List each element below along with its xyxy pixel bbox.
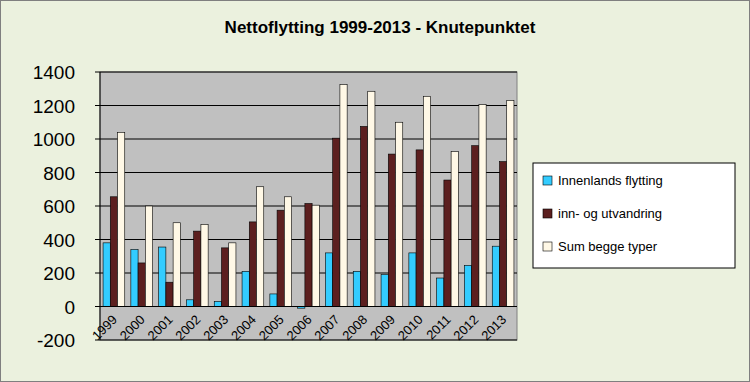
x-tick-label: 2012 xyxy=(450,312,481,343)
tick xyxy=(95,72,100,73)
y-tick-label: 1200 xyxy=(33,96,75,117)
bar xyxy=(284,197,291,307)
x-tick-label: 2005 xyxy=(256,312,287,343)
bar xyxy=(166,282,173,306)
bar xyxy=(242,271,249,306)
title: Nettoflytting 1999-2013 - Knutepunktet xyxy=(225,18,536,37)
bar xyxy=(360,126,367,306)
x-tick-label: 2006 xyxy=(284,312,315,343)
bar xyxy=(492,246,499,306)
tick xyxy=(95,172,100,173)
bar xyxy=(221,248,228,307)
x-tick-label: 2004 xyxy=(228,312,259,343)
x-tick-label: 2000 xyxy=(117,312,148,343)
bar xyxy=(423,96,430,306)
bar xyxy=(333,138,340,306)
bar xyxy=(312,205,319,306)
bar xyxy=(325,253,332,307)
bar xyxy=(464,265,471,306)
bar xyxy=(118,132,125,306)
y-tick-label: -200 xyxy=(37,330,75,351)
bar xyxy=(353,271,360,306)
bar xyxy=(249,222,256,307)
bars xyxy=(103,85,514,309)
bar xyxy=(277,210,284,306)
chart-container: Nettoflytting 1999-2013 - Knutepunktet -2… xyxy=(0,0,750,382)
bar xyxy=(214,301,221,306)
bar xyxy=(368,91,375,306)
x-tick-label: 2008 xyxy=(339,312,370,343)
bar xyxy=(479,105,486,307)
bar xyxy=(396,122,403,306)
x-tick-label: 2002 xyxy=(172,312,203,343)
bar xyxy=(340,85,347,307)
bar xyxy=(499,162,506,307)
y-tick-label: 800 xyxy=(43,163,75,184)
bar xyxy=(451,152,458,307)
bar xyxy=(173,223,180,307)
chart: Nettoflytting 1999-2013 - Knutepunktet -2… xyxy=(0,0,750,382)
tick xyxy=(95,206,100,207)
y-tick-label: 400 xyxy=(43,230,75,251)
legend xyxy=(533,163,735,268)
legend-label: Innenlands flytting xyxy=(558,173,663,188)
bar xyxy=(103,243,110,307)
bar xyxy=(194,231,201,306)
plot-area xyxy=(100,72,517,340)
bar xyxy=(131,250,138,307)
bar xyxy=(444,180,451,306)
grid-line xyxy=(100,72,517,73)
grid-line xyxy=(100,306,517,307)
tick xyxy=(95,273,100,274)
y-tick-label: 1400 xyxy=(33,62,75,83)
bar xyxy=(201,224,208,306)
x-tick-label: 2011 xyxy=(423,312,453,342)
y-tick-label: 0 xyxy=(64,297,75,318)
tick xyxy=(95,306,100,307)
x-tick-label: 2010 xyxy=(395,312,426,343)
grid-line xyxy=(100,105,517,106)
x-axis xyxy=(100,306,517,307)
bar xyxy=(507,100,514,306)
legend-swatch xyxy=(543,209,552,218)
bar xyxy=(305,203,312,306)
x-tick-label: 2013 xyxy=(478,312,509,343)
bar xyxy=(145,206,152,307)
bar xyxy=(409,253,416,307)
x-tick-label: 2009 xyxy=(367,312,398,343)
bar xyxy=(138,263,145,307)
legend-swatch xyxy=(543,242,552,251)
bar xyxy=(437,278,444,306)
tick xyxy=(95,139,100,140)
x-tick-label: 2007 xyxy=(311,312,342,343)
y-axis xyxy=(100,72,101,340)
x-tick-label: 1999 xyxy=(89,312,120,343)
bar xyxy=(257,187,264,307)
bar xyxy=(229,243,236,307)
x-tick-label: 2003 xyxy=(200,312,231,343)
bar xyxy=(381,275,388,307)
y-tick-label: 600 xyxy=(43,196,75,217)
bar xyxy=(159,247,166,306)
bar xyxy=(388,154,395,306)
grid-line xyxy=(100,139,517,140)
tick xyxy=(95,105,100,106)
bar xyxy=(472,146,479,307)
tick xyxy=(95,239,100,240)
grid-line xyxy=(100,340,517,341)
legend-label: inn- og utvandring xyxy=(558,206,662,221)
y-tick-label: 1000 xyxy=(33,129,75,150)
background xyxy=(1,1,750,382)
bar xyxy=(416,150,423,307)
y-tick-label: 200 xyxy=(43,263,75,284)
bar xyxy=(110,197,117,307)
legend-swatch xyxy=(543,176,552,185)
legend-label: Sum begge typer xyxy=(558,239,658,254)
bar xyxy=(270,294,277,307)
bar xyxy=(186,300,193,307)
x-tick-label: 2001 xyxy=(145,312,176,343)
